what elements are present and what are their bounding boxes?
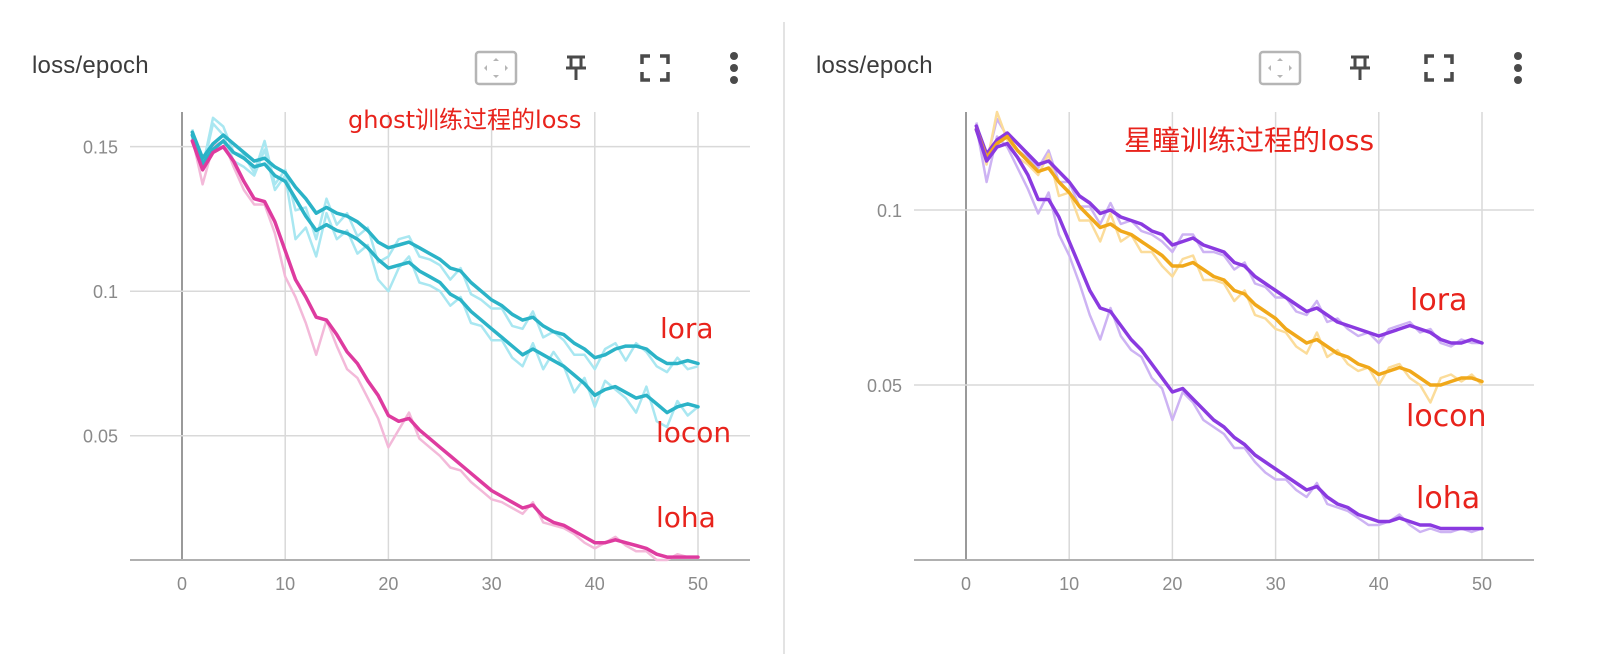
- series-raw-loha: [191, 137, 698, 562]
- series-label-lora: lora: [660, 312, 714, 345]
- series-label-locon: locon: [656, 416, 731, 449]
- loss-chart-ghost: 0 10 20 30 40 50 0.05 0.1 0.15 ghost训练过程的loss lo…: [83, 106, 750, 594]
- x-tick-label: 50: [688, 574, 708, 594]
- fullscreen-button[interactable]: [1417, 48, 1461, 88]
- series-smoothed-lora[interactable]: [974, 124, 1484, 345]
- more-options-button[interactable]: [712, 48, 756, 88]
- series-smoothed-loha[interactable]: [974, 127, 1484, 531]
- more-vert-icon: [730, 52, 738, 84]
- series-smoothed-locon[interactable]: [190, 133, 700, 415]
- chart-annotation-title: ghost训练过程的loss: [348, 106, 581, 134]
- fullscreen-icon: [640, 54, 670, 82]
- x-tick-label: 50: [1472, 574, 1492, 594]
- loss-chart-xingtong: 0 10 20 30 40 50 0.05 0.1 星瞳训练过程的loss lora locon…: [867, 110, 1534, 594]
- chart-title: loss/epoch: [32, 52, 149, 79]
- x-tick-label: 20: [1162, 574, 1182, 594]
- x-tick-label: 0: [177, 574, 187, 594]
- more-options-button[interactable]: [1496, 48, 1540, 88]
- chart-card-xingtong: loss/epoch 0 10 20 30 40 50 0.05 0.1 星瞳训练过程的los…: [788, 0, 1602, 654]
- series-raw-lora: [191, 116, 699, 374]
- x-tick-label: 40: [1369, 574, 1389, 594]
- series-label-lora: lora: [1410, 283, 1467, 318]
- chart-annotation-title: 星瞳训练过程的loss: [1124, 124, 1374, 157]
- x-tick-label: 40: [585, 574, 605, 594]
- fit-domain-button[interactable]: [1258, 48, 1302, 88]
- x-tick-label: 30: [482, 574, 502, 594]
- panel-divider: [783, 22, 785, 654]
- series-label-locon: locon: [1406, 399, 1487, 434]
- pin-icon: [1350, 55, 1370, 80]
- fit-domain-icon: [1258, 50, 1302, 86]
- y-tick-label: 0.1: [877, 201, 902, 221]
- series-raw-loha: [975, 125, 1483, 534]
- series-label-loha: loha: [656, 501, 716, 534]
- series-smoothed-lora[interactable]: [190, 130, 700, 366]
- series-smoothed-locon[interactable]: [974, 127, 1484, 387]
- y-tick-label: 0.05: [867, 376, 902, 396]
- more-vert-icon: [1514, 52, 1522, 84]
- fit-domain-button[interactable]: [474, 48, 518, 88]
- series-smoothed-loha[interactable]: [190, 139, 700, 559]
- x-tick-label: 0: [961, 574, 971, 594]
- series-raw-locon: [975, 110, 1483, 404]
- y-tick-label: 0.15: [83, 138, 118, 158]
- pin-button[interactable]: [554, 48, 598, 88]
- chart-card-ghost: loss/epoch 0 10 20 30 40 50 0.05 0.1 0.15 ghost训…: [0, 0, 784, 654]
- fullscreen-button[interactable]: [633, 48, 677, 88]
- x-tick-label: 30: [1266, 574, 1286, 594]
- series-label-loha: loha: [1416, 481, 1480, 516]
- x-tick-label: 10: [275, 574, 295, 594]
- x-tick-label: 10: [1059, 574, 1079, 594]
- chart-title: loss/epoch: [816, 52, 933, 79]
- x-tick-label: 20: [378, 574, 398, 594]
- pin-button[interactable]: [1338, 48, 1382, 88]
- y-tick-label: 0.1: [93, 282, 118, 302]
- y-tick-label: 0.05: [83, 427, 118, 447]
- pin-icon: [566, 55, 586, 80]
- fit-domain-icon: [474, 50, 518, 86]
- fullscreen-icon: [1424, 54, 1454, 82]
